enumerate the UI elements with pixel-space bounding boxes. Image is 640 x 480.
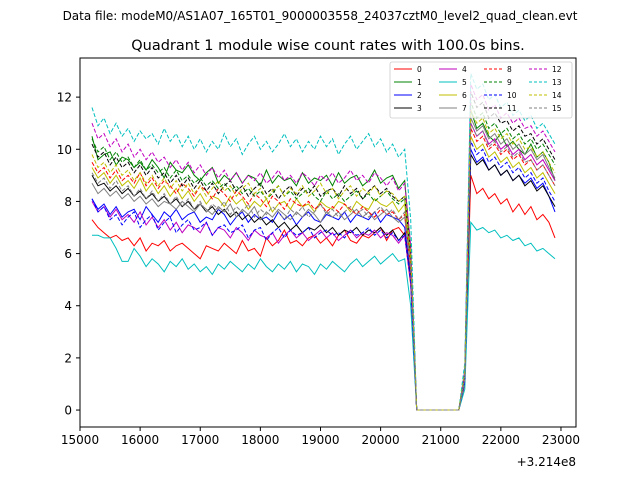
legend-label: 13 [552, 78, 562, 87]
legend-label: 12 [552, 65, 562, 74]
x-tick-label: 16000 [121, 433, 159, 447]
legend-label: 7 [462, 104, 467, 113]
series-line-14 [91, 109, 556, 411]
series-line-0 [91, 175, 556, 411]
y-axis: 0 2 4 6 8 10 12 [57, 91, 80, 418]
series-line-8 [91, 128, 556, 411]
y-tick-label: 8 [64, 195, 72, 209]
chart-suptitle: Data file: modeM0/AS1A07_165T01_90000035… [63, 9, 578, 23]
series-line-15 [91, 122, 556, 411]
y-tick-label: 10 [57, 143, 72, 157]
series-line-2 [91, 149, 556, 411]
x-tick-label: 22000 [482, 433, 520, 447]
legend-label: 5 [462, 78, 467, 87]
x-axis: 15000 16000 17000 18000 19000 20000 21000 22000… [61, 427, 580, 447]
chart-title: Quadrant 1 module wise count rates with … [131, 38, 525, 54]
legend-label: 6 [462, 91, 467, 100]
legend-box [389, 61, 573, 119]
x-tick-label: 23000 [542, 433, 580, 447]
y-tick-label: 2 [64, 351, 72, 365]
plot-frame [79, 57, 577, 428]
x-tick-label: 19000 [301, 433, 339, 447]
series-line-12 [91, 83, 556, 411]
series-line-3 [91, 152, 556, 411]
x-tick-label: 15000 [61, 433, 99, 447]
legend-label: 8 [507, 65, 512, 74]
y-tick-label: 6 [64, 247, 72, 261]
legend-label: 11 [507, 104, 517, 113]
x-offset-label: +3.214e8 [517, 455, 576, 469]
x-tick-label: 20000 [362, 433, 400, 447]
x-tick-label: 21000 [422, 433, 460, 447]
y-tick-label: 4 [64, 299, 72, 313]
series-line-7 [91, 117, 556, 411]
x-tick-label: 17000 [181, 433, 219, 447]
legend-label: 9 [507, 78, 512, 87]
legend-label: 15 [552, 104, 562, 113]
legend-label: 1 [417, 78, 422, 87]
legend-label: 3 [417, 104, 422, 113]
y-tick-label: 12 [57, 91, 72, 105]
series-line-10 [91, 141, 556, 411]
legend-label: 14 [552, 91, 562, 100]
legend-label: 10 [507, 91, 517, 100]
x-tick-label: 18000 [241, 433, 279, 447]
legend-label: 4 [462, 65, 467, 74]
series-line-6 [91, 135, 556, 411]
legend-label: 0 [417, 65, 422, 74]
legend-label: 2 [417, 91, 422, 100]
series-line-5 [92, 220, 556, 411]
y-tick-label: 0 [64, 404, 72, 418]
